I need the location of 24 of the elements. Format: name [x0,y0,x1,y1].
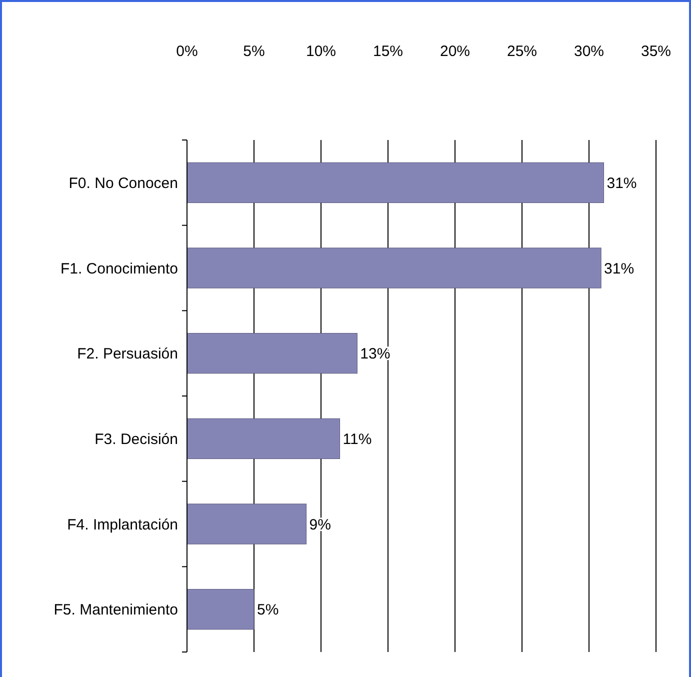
x-tick-label: 15% [372,43,404,60]
bar [186,589,254,630]
bar [186,418,340,459]
y-tick-label: F4. Implantación [67,516,178,534]
x-tick-label: 5% [243,43,265,60]
data-label: 31% [606,174,637,192]
y-tick-label: F2. Persuasión [77,346,178,363]
x-tick-label: 35% [640,43,672,60]
bar [186,162,604,203]
y-tick-label: F1. Conocimiento [60,260,178,278]
y-tick-label: F0. No Conocen [68,174,178,192]
x-tick-label: 20% [440,43,470,60]
bar [186,504,307,544]
y-tick-label: F3. Decisión [94,430,178,448]
y-tick-label: F5. Mantenimiento [54,602,178,619]
bar [186,248,602,288]
x-tick-label: 0% [176,43,198,60]
x-tick-label: 10% [306,43,336,60]
data-label: 11% [342,430,372,448]
bar [186,333,358,374]
x-tick-label: 30% [574,43,604,60]
data-label: 5% [257,602,279,619]
data-label: 31% [604,260,634,278]
x-tick-label: 25% [506,43,538,60]
